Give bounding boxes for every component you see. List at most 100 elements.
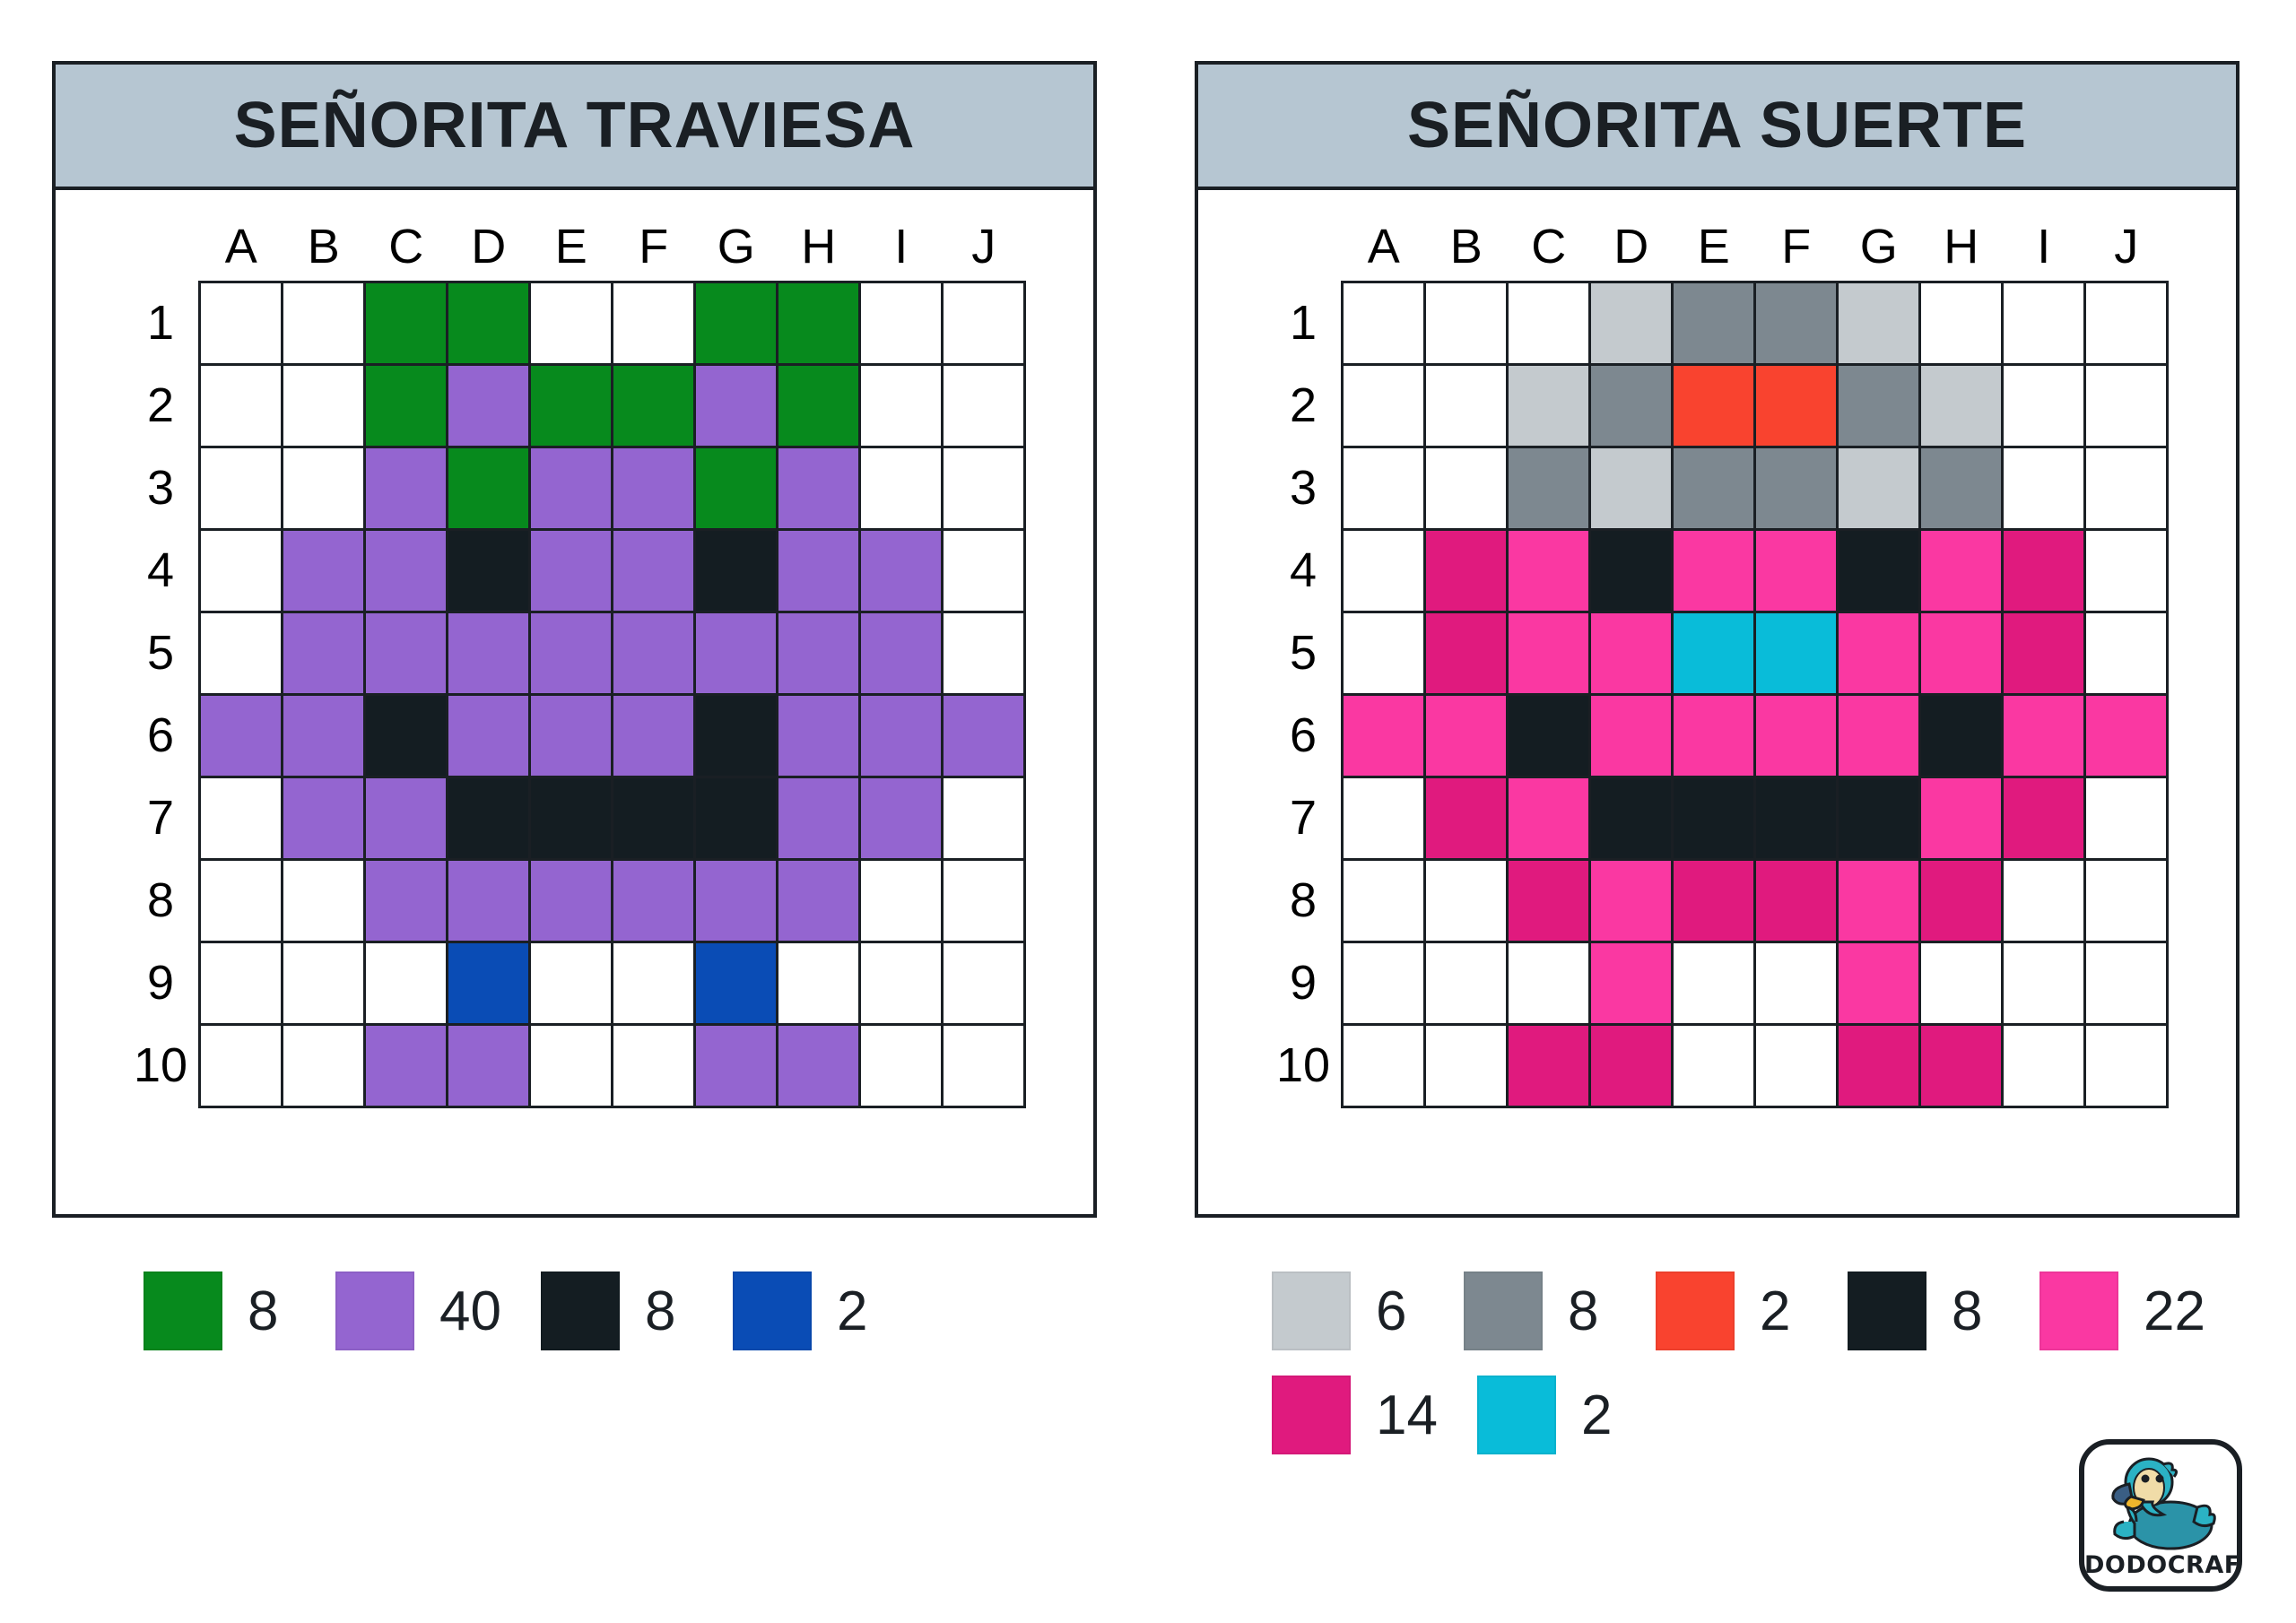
grid-cell-f7[interactable] [611,775,697,861]
grid-cell-f5[interactable] [1753,610,1839,696]
grid-cell-h8[interactable] [776,857,862,943]
grid-cell-d1[interactable] [1588,280,1674,366]
grid-cell-a7[interactable] [1341,775,1427,861]
grid-cell-g6[interactable] [693,692,779,778]
grid-cell-g6[interactable] [1836,692,1922,778]
grid-cell-c6[interactable] [363,692,449,778]
grid-cell-d5[interactable] [446,610,532,696]
grid-cell-b5[interactable] [1423,610,1509,696]
grid-cell-a6[interactable] [1341,692,1427,778]
grid-cell-e5[interactable] [1671,610,1757,696]
grid-cell-j8[interactable] [2083,857,2170,943]
grid-cell-g3[interactable] [693,445,779,531]
grid-cell-b9[interactable] [1423,940,1509,1026]
grid-cell-a10[interactable] [198,1022,284,1108]
grid-cell-e4[interactable] [1671,527,1757,613]
grid-cell-h8[interactable] [1918,857,2005,943]
grid-cell-h5[interactable] [1918,610,2005,696]
grid-cell-d3[interactable] [446,445,532,531]
grid-cell-a4[interactable] [1341,527,1427,613]
grid-cell-b7[interactable] [281,775,367,861]
grid-cell-f2[interactable] [1753,362,1839,448]
grid-cell-b10[interactable] [281,1022,367,1108]
grid-cell-g4[interactable] [693,527,779,613]
grid-cell-b1[interactable] [1423,280,1509,366]
grid-cell-a3[interactable] [1341,445,1427,531]
pixel-grid-right[interactable]: A B C D E F G H I J 1 2 3 4 5 6 7 8 9 10 [1265,213,2170,1108]
grid-cell-a7[interactable] [198,775,284,861]
grid-cell-d6[interactable] [1588,692,1674,778]
grid-cell-e4[interactable] [528,527,614,613]
grid-cell-i5[interactable] [2001,610,2087,696]
grid-cell-d1[interactable] [446,280,532,366]
grid-cell-h2[interactable] [776,362,862,448]
grid-cell-c7[interactable] [1506,775,1592,861]
grid-cell-e2[interactable] [528,362,614,448]
grid-cell-g7[interactable] [1836,775,1922,861]
grid-cell-j5[interactable] [941,610,1027,696]
grid-cell-f10[interactable] [1753,1022,1839,1108]
grid-cell-g9[interactable] [693,940,779,1026]
grid-cell-e3[interactable] [1671,445,1757,531]
grid-cell-b7[interactable] [1423,775,1509,861]
grid-cell-c2[interactable] [1506,362,1592,448]
grid-cell-j10[interactable] [941,1022,1027,1108]
grid-cell-j1[interactable] [2083,280,2170,366]
grid-cell-f9[interactable] [611,940,697,1026]
grid-cell-c4[interactable] [1506,527,1592,613]
grid-cell-d10[interactable] [446,1022,532,1108]
grid-cell-i1[interactable] [2001,280,2087,366]
grid-cell-i6[interactable] [2001,692,2087,778]
grid-cell-d8[interactable] [1588,857,1674,943]
grid-cell-h3[interactable] [1918,445,2005,531]
grid-cell-a10[interactable] [1341,1022,1427,1108]
grid-cell-j9[interactable] [2083,940,2170,1026]
grid-cell-i5[interactable] [858,610,944,696]
grid-cell-e10[interactable] [528,1022,614,1108]
grid-cell-f8[interactable] [1753,857,1839,943]
grid-cell-b5[interactable] [281,610,367,696]
grid-cell-c5[interactable] [1506,610,1592,696]
grid-cell-i7[interactable] [858,775,944,861]
grid-cell-j4[interactable] [2083,527,2170,613]
grid-cell-g7[interactable] [693,775,779,861]
grid-cell-j10[interactable] [2083,1022,2170,1108]
grid-cell-h10[interactable] [776,1022,862,1108]
grid-cell-e9[interactable] [528,940,614,1026]
grid-cell-c3[interactable] [363,445,449,531]
grid-cell-b3[interactable] [281,445,367,531]
grid-cell-e7[interactable] [528,775,614,861]
grid-cell-g2[interactable] [1836,362,1922,448]
grid-cell-i3[interactable] [858,445,944,531]
grid-cell-f7[interactable] [1753,775,1839,861]
grid-cell-c1[interactable] [363,280,449,366]
grid-cell-g5[interactable] [693,610,779,696]
grid-cell-h9[interactable] [1918,940,2005,1026]
grid-cell-c8[interactable] [363,857,449,943]
grid-cell-a1[interactable] [198,280,284,366]
grid-cell-b9[interactable] [281,940,367,1026]
grid-cell-j3[interactable] [941,445,1027,531]
grid-cell-h6[interactable] [1918,692,2005,778]
grid-cell-f9[interactable] [1753,940,1839,1026]
grid-cell-h9[interactable] [776,940,862,1026]
grid-cell-d2[interactable] [446,362,532,448]
grid-cell-e7[interactable] [1671,775,1757,861]
grid-cell-i8[interactable] [2001,857,2087,943]
grid-cell-e8[interactable] [528,857,614,943]
grid-cell-d9[interactable] [446,940,532,1026]
grid-cell-g1[interactable] [693,280,779,366]
grid-cell-a5[interactable] [1341,610,1427,696]
grid-cell-e9[interactable] [1671,940,1757,1026]
grid-cell-h4[interactable] [1918,527,2005,613]
grid-cell-b6[interactable] [1423,692,1509,778]
grid-cell-e8[interactable] [1671,857,1757,943]
grid-cell-c1[interactable] [1506,280,1592,366]
grid-cell-c4[interactable] [363,527,449,613]
grid-cell-b8[interactable] [1423,857,1509,943]
grid-cell-e3[interactable] [528,445,614,531]
grid-cell-j9[interactable] [941,940,1027,1026]
grid-cell-e10[interactable] [1671,1022,1757,1108]
grid-cell-i4[interactable] [2001,527,2087,613]
grid-cell-i2[interactable] [2001,362,2087,448]
